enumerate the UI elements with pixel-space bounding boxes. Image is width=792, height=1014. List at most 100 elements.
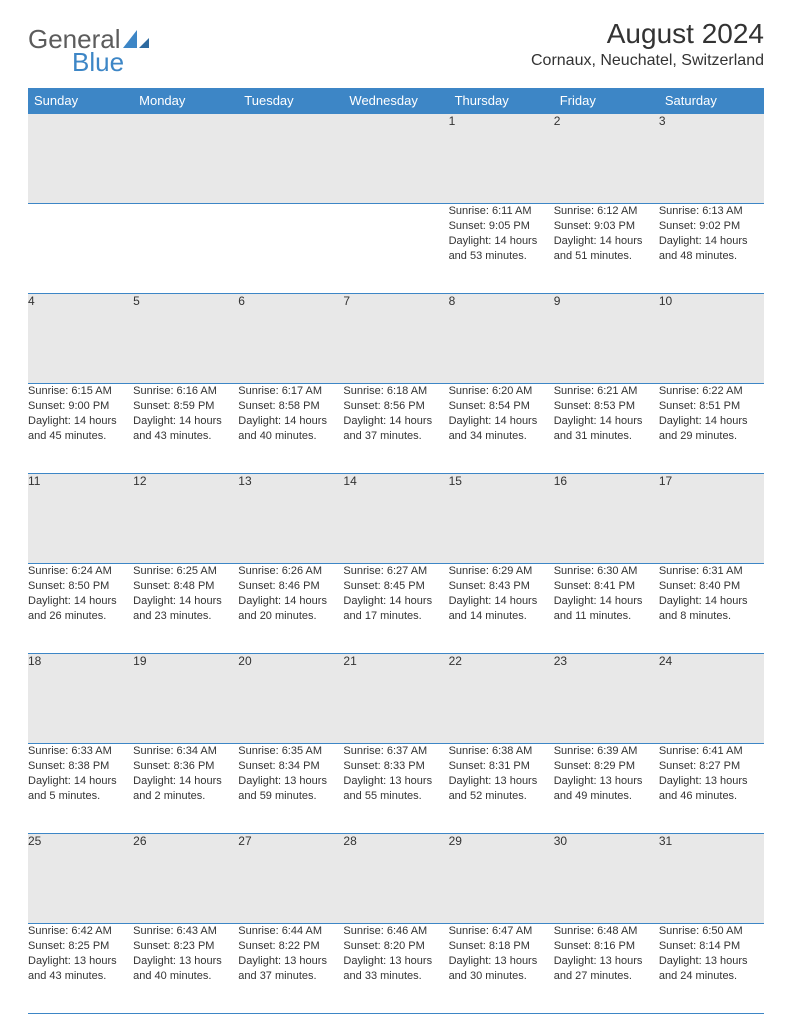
daylight-text: Daylight: 13 hours and 24 minutes. — [659, 954, 764, 984]
sunset-text: Sunset: 8:33 PM — [343, 759, 448, 774]
day-number-cell — [343, 114, 448, 204]
daylight-text: Daylight: 13 hours and 59 minutes. — [238, 774, 343, 804]
day-detail-cell — [238, 204, 343, 294]
day-detail-cell: Sunrise: 6:35 AMSunset: 8:34 PMDaylight:… — [238, 744, 343, 834]
sunrise-text: Sunrise: 6:15 AM — [28, 384, 133, 399]
sunset-text: Sunset: 8:31 PM — [449, 759, 554, 774]
calendar-page: GeneralBlue August 2024 Cornaux, Neuchat… — [0, 0, 792, 1014]
daylight-text: Daylight: 14 hours and 48 minutes. — [659, 234, 764, 264]
day-detail-cell: Sunrise: 6:22 AMSunset: 8:51 PMDaylight:… — [659, 384, 764, 474]
day-detail-cell: Sunrise: 6:38 AMSunset: 8:31 PMDaylight:… — [449, 744, 554, 834]
logo-text-blue: Blue — [72, 47, 124, 77]
day-detail-cell: Sunrise: 6:29 AMSunset: 8:43 PMDaylight:… — [449, 564, 554, 654]
day-detail-cell: Sunrise: 6:25 AMSunset: 8:48 PMDaylight:… — [133, 564, 238, 654]
detail-row: Sunrise: 6:15 AMSunset: 9:00 PMDaylight:… — [28, 384, 764, 474]
weekday-header: Sunday — [28, 88, 133, 114]
location: Cornaux, Neuchatel, Switzerland — [531, 52, 764, 70]
sunrise-text: Sunrise: 6:12 AM — [554, 204, 659, 219]
weekday-header: Thursday — [449, 88, 554, 114]
sunrise-text: Sunrise: 6:37 AM — [343, 744, 448, 759]
detail-row: Sunrise: 6:24 AMSunset: 8:50 PMDaylight:… — [28, 564, 764, 654]
page-header: GeneralBlue August 2024 Cornaux, Neuchat… — [28, 18, 764, 78]
sunrise-text: Sunrise: 6:20 AM — [449, 384, 554, 399]
sunrise-text: Sunrise: 6:27 AM — [343, 564, 448, 579]
daylight-text: Daylight: 14 hours and 17 minutes. — [343, 594, 448, 624]
day-number-cell: 2 — [554, 114, 659, 204]
weekday-header: Friday — [554, 88, 659, 114]
daylight-text: Daylight: 14 hours and 34 minutes. — [449, 414, 554, 444]
day-detail-cell: Sunrise: 6:12 AMSunset: 9:03 PMDaylight:… — [554, 204, 659, 294]
day-detail-cell: Sunrise: 6:41 AMSunset: 8:27 PMDaylight:… — [659, 744, 764, 834]
sunrise-text: Sunrise: 6:33 AM — [28, 744, 133, 759]
weekday-header: Saturday — [659, 88, 764, 114]
day-number-cell: 10 — [659, 294, 764, 384]
logo: GeneralBlue — [28, 24, 153, 78]
day-number-cell: 23 — [554, 654, 659, 744]
sunset-text: Sunset: 8:51 PM — [659, 399, 764, 414]
month-title: August 2024 — [531, 18, 764, 50]
daylight-text: Daylight: 14 hours and 23 minutes. — [133, 594, 238, 624]
day-number-cell: 14 — [343, 474, 448, 564]
daylight-text: Daylight: 14 hours and 40 minutes. — [238, 414, 343, 444]
sunrise-text: Sunrise: 6:41 AM — [659, 744, 764, 759]
sunset-text: Sunset: 9:03 PM — [554, 219, 659, 234]
day-number-cell: 5 — [133, 294, 238, 384]
day-number-cell: 29 — [449, 834, 554, 924]
day-detail-cell: Sunrise: 6:13 AMSunset: 9:02 PMDaylight:… — [659, 204, 764, 294]
day-number-cell: 9 — [554, 294, 659, 384]
weekday-header: Tuesday — [238, 88, 343, 114]
day-number-cell: 7 — [343, 294, 448, 384]
day-detail-cell: Sunrise: 6:21 AMSunset: 8:53 PMDaylight:… — [554, 384, 659, 474]
detail-row: Sunrise: 6:42 AMSunset: 8:25 PMDaylight:… — [28, 924, 764, 1014]
day-detail-cell: Sunrise: 6:16 AMSunset: 8:59 PMDaylight:… — [133, 384, 238, 474]
daylight-text: Daylight: 14 hours and 2 minutes. — [133, 774, 238, 804]
daylight-text: Daylight: 14 hours and 14 minutes. — [449, 594, 554, 624]
daylight-text: Daylight: 13 hours and 30 minutes. — [449, 954, 554, 984]
sunset-text: Sunset: 8:20 PM — [343, 939, 448, 954]
day-detail-cell: Sunrise: 6:17 AMSunset: 8:58 PMDaylight:… — [238, 384, 343, 474]
sunrise-text: Sunrise: 6:42 AM — [28, 924, 133, 939]
logo-sail-icon — [123, 28, 153, 55]
sunrise-text: Sunrise: 6:26 AM — [238, 564, 343, 579]
sunrise-text: Sunrise: 6:43 AM — [133, 924, 238, 939]
sunrise-text: Sunrise: 6:38 AM — [449, 744, 554, 759]
day-detail-cell: Sunrise: 6:30 AMSunset: 8:41 PMDaylight:… — [554, 564, 659, 654]
sunrise-text: Sunrise: 6:29 AM — [449, 564, 554, 579]
daynum-row: 45678910 — [28, 294, 764, 384]
daylight-text: Daylight: 14 hours and 53 minutes. — [449, 234, 554, 264]
sunrise-text: Sunrise: 6:22 AM — [659, 384, 764, 399]
sunset-text: Sunset: 8:50 PM — [28, 579, 133, 594]
day-number-cell — [238, 114, 343, 204]
daylight-text: Daylight: 13 hours and 27 minutes. — [554, 954, 659, 984]
sunset-text: Sunset: 8:29 PM — [554, 759, 659, 774]
day-number-cell: 18 — [28, 654, 133, 744]
daylight-text: Daylight: 14 hours and 5 minutes. — [28, 774, 133, 804]
sunset-text: Sunset: 9:02 PM — [659, 219, 764, 234]
sunset-text: Sunset: 8:41 PM — [554, 579, 659, 594]
daylight-text: Daylight: 14 hours and 45 minutes. — [28, 414, 133, 444]
sunset-text: Sunset: 8:48 PM — [133, 579, 238, 594]
day-number-cell: 27 — [238, 834, 343, 924]
sunrise-text: Sunrise: 6:35 AM — [238, 744, 343, 759]
sunset-text: Sunset: 8:54 PM — [449, 399, 554, 414]
sunset-text: Sunset: 8:25 PM — [28, 939, 133, 954]
sunrise-text: Sunrise: 6:18 AM — [343, 384, 448, 399]
day-detail-cell: Sunrise: 6:42 AMSunset: 8:25 PMDaylight:… — [28, 924, 133, 1014]
sunset-text: Sunset: 8:56 PM — [343, 399, 448, 414]
daylight-text: Daylight: 14 hours and 29 minutes. — [659, 414, 764, 444]
day-number-cell — [133, 114, 238, 204]
daynum-row: 25262728293031 — [28, 834, 764, 924]
sunrise-text: Sunrise: 6:34 AM — [133, 744, 238, 759]
daylight-text: Daylight: 14 hours and 31 minutes. — [554, 414, 659, 444]
daylight-text: Daylight: 13 hours and 43 minutes. — [28, 954, 133, 984]
daylight-text: Daylight: 14 hours and 11 minutes. — [554, 594, 659, 624]
header-right: August 2024 Cornaux, Neuchatel, Switzerl… — [531, 18, 764, 70]
day-number-cell — [28, 114, 133, 204]
weekday-header-row: Sunday Monday Tuesday Wednesday Thursday… — [28, 88, 764, 114]
sunset-text: Sunset: 8:14 PM — [659, 939, 764, 954]
daynum-row: 123 — [28, 114, 764, 204]
day-detail-cell: Sunrise: 6:37 AMSunset: 8:33 PMDaylight:… — [343, 744, 448, 834]
sunrise-text: Sunrise: 6:24 AM — [28, 564, 133, 579]
sunrise-text: Sunrise: 6:17 AM — [238, 384, 343, 399]
day-number-cell: 31 — [659, 834, 764, 924]
